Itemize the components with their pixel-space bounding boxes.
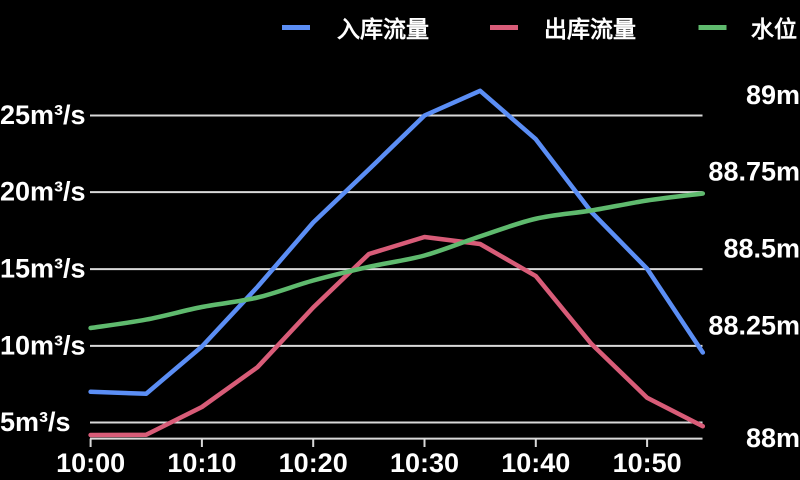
svg-text:88m: 88m	[746, 423, 800, 453]
svg-text:5m³/s: 5m³/s	[0, 407, 71, 437]
svg-text:88.75m: 88.75m	[708, 157, 800, 187]
svg-text:10:40: 10:40	[501, 448, 570, 478]
svg-text:入库流量: 入库流量	[337, 16, 429, 42]
svg-text:10:30: 10:30	[390, 448, 459, 478]
svg-text:88.25m: 88.25m	[708, 310, 800, 340]
svg-text:10:20: 10:20	[279, 448, 348, 478]
svg-text:25m³/s: 25m³/s	[0, 100, 86, 130]
svg-text:15m³/s: 15m³/s	[0, 254, 86, 284]
svg-text:10:10: 10:10	[167, 448, 236, 478]
svg-text:10:00: 10:00	[56, 448, 125, 478]
svg-text:水位: 水位	[751, 16, 797, 42]
svg-text:20m³/s: 20m³/s	[0, 177, 86, 207]
svg-text:10:50: 10:50	[613, 448, 682, 478]
svg-text:88.5m: 88.5m	[723, 234, 800, 264]
svg-text:出库流量: 出库流量	[544, 16, 636, 42]
svg-text:10m³/s: 10m³/s	[0, 330, 86, 360]
svg-text:89m: 89m	[746, 80, 800, 110]
